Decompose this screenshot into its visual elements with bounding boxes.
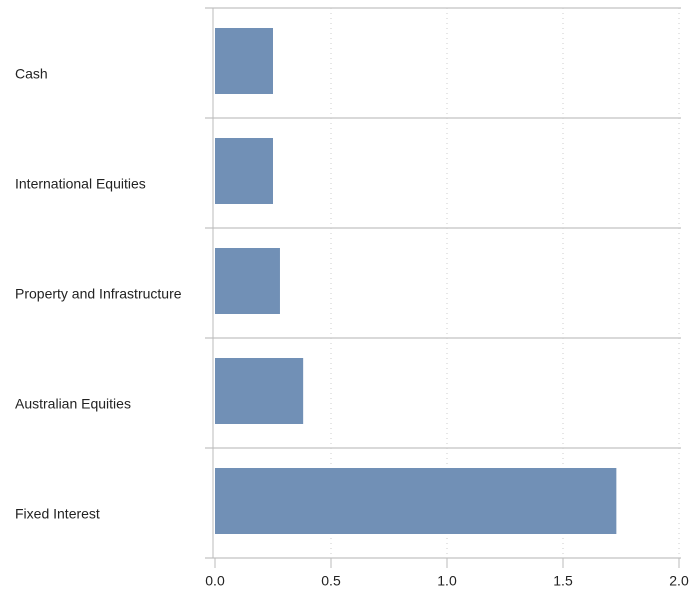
x-tick-label: 1.0: [437, 573, 457, 589]
y-tick-label: Property and Infrastructure: [15, 286, 182, 302]
y-tick-label: Fixed Interest: [15, 506, 100, 522]
y-tick-label: Cash: [15, 66, 48, 82]
bar: [215, 468, 617, 534]
bar: [215, 358, 304, 424]
bar: [215, 248, 280, 314]
bar: [215, 138, 273, 204]
bar: [215, 28, 273, 94]
x-tick-label: 0.0: [205, 573, 225, 589]
x-tick-label: 2.0: [669, 573, 689, 589]
y-tick-label: International Equities: [15, 176, 146, 192]
y-tick-label: Australian Equities: [15, 396, 131, 412]
x-tick-label: 0.5: [321, 573, 341, 589]
x-tick-label: 1.5: [553, 573, 573, 589]
